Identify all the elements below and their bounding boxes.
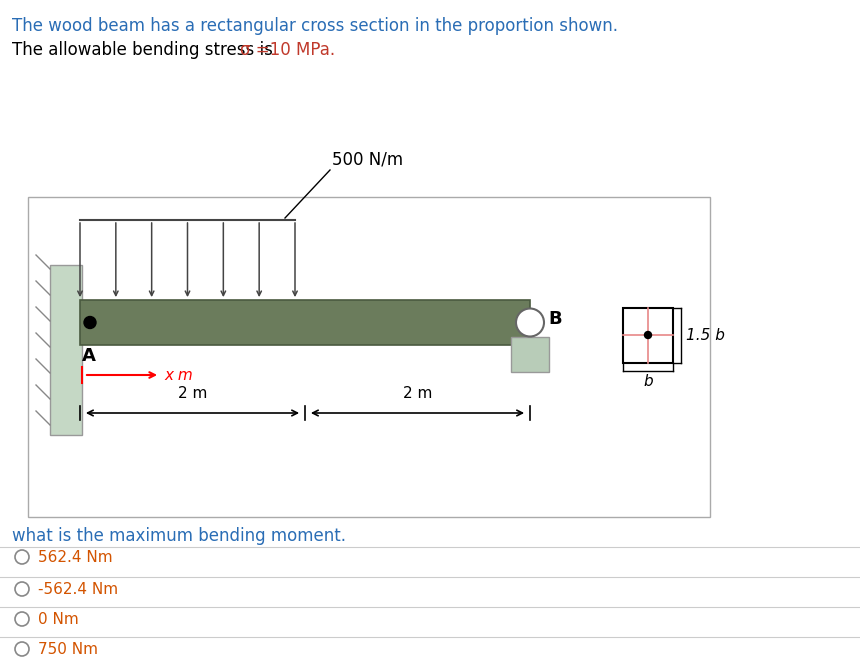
Bar — [28, 197, 710, 517]
Text: The wood beam has a rectangular cross section in the proportion shown.: The wood beam has a rectangular cross se… — [12, 17, 618, 35]
Text: 2 m: 2 m — [178, 386, 207, 401]
Text: 750 Nm: 750 Nm — [38, 642, 98, 656]
Circle shape — [15, 642, 29, 656]
Text: b: b — [643, 374, 653, 390]
Circle shape — [516, 309, 544, 336]
Text: σ =10 MPa.: σ =10 MPa. — [240, 41, 335, 59]
Text: what is the maximum bending moment.: what is the maximum bending moment. — [12, 527, 346, 545]
Text: The allowable bending stress is: The allowable bending stress is — [12, 41, 278, 59]
Bar — [80, 300, 530, 345]
Bar — [50, 265, 82, 435]
Text: -562.4 Nm: -562.4 Nm — [38, 581, 118, 597]
Text: 1.5 b: 1.5 b — [686, 327, 725, 342]
Text: 2 m: 2 m — [402, 386, 433, 401]
Text: x m: x m — [164, 368, 193, 382]
Circle shape — [84, 317, 96, 329]
Circle shape — [15, 550, 29, 564]
Circle shape — [644, 331, 652, 338]
Text: A: A — [82, 347, 95, 365]
Bar — [623, 307, 673, 362]
Bar — [511, 336, 549, 372]
Circle shape — [15, 612, 29, 626]
Circle shape — [15, 582, 29, 596]
Text: 562.4 Nm: 562.4 Nm — [38, 549, 113, 565]
Text: 500 N/m: 500 N/m — [332, 150, 403, 168]
Text: 0 Nm: 0 Nm — [38, 612, 79, 626]
Text: B: B — [548, 309, 562, 327]
